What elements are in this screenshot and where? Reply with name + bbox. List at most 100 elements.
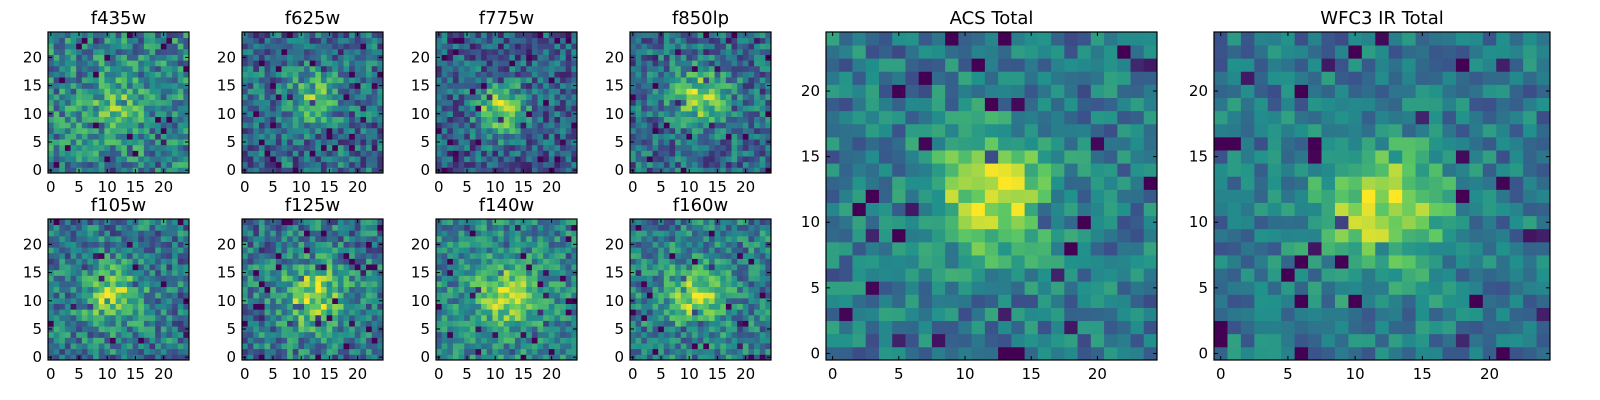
heatmap-cell [503, 77, 510, 84]
heatmap-cell [464, 230, 471, 237]
heatmap-cell [686, 281, 693, 288]
y-tick-label: 15 [411, 77, 430, 95]
heatmap-cell [371, 105, 378, 112]
heatmap-cell [81, 77, 88, 84]
heatmap-cell [326, 116, 333, 123]
heatmap-cell [177, 275, 184, 282]
heatmap-cell [531, 77, 538, 84]
heatmap-cell [115, 275, 122, 282]
heatmap-cell [110, 133, 117, 140]
heatmap-cell [742, 156, 749, 163]
heatmap-cell [93, 219, 100, 226]
heatmap-cell [360, 60, 367, 67]
heatmap-cell [138, 354, 145, 361]
heatmap-cell [264, 314, 271, 321]
heatmap-cell [247, 99, 254, 106]
heatmap-cell [149, 167, 156, 174]
heatmap-cell [543, 314, 550, 321]
heatmap-cell [560, 241, 567, 248]
heatmap-cell [304, 161, 311, 168]
heatmap-cell [503, 43, 510, 50]
heatmap-cell [475, 258, 482, 265]
heatmap-cell [48, 309, 55, 316]
heatmap-cell [464, 252, 471, 259]
heatmap-cell [441, 71, 448, 78]
heatmap-cell [663, 326, 670, 333]
heatmap-cell [725, 144, 732, 151]
heatmap-cell [537, 331, 544, 338]
heatmap-cell [635, 297, 642, 304]
heatmap-cell [503, 122, 510, 129]
heatmap-cell [436, 37, 443, 44]
heatmap-cell [315, 60, 322, 67]
heatmap-cell [452, 60, 459, 67]
heatmap-cell [371, 82, 378, 89]
y-tick-label: 0 [420, 161, 430, 179]
heatmap-cell [635, 54, 642, 61]
heatmap-cell [635, 94, 642, 101]
heatmap-cell [281, 309, 288, 316]
heatmap-cell [287, 65, 294, 72]
heatmap-cell [481, 219, 488, 226]
heatmap-cell [126, 309, 133, 316]
heatmap-cell [172, 133, 179, 140]
heatmap-cell [720, 116, 727, 123]
heatmap-cell [81, 82, 88, 89]
heatmap-cell [630, 65, 637, 72]
heatmap-cell [765, 156, 772, 163]
heatmap-cell [635, 43, 642, 50]
heatmap-cell [658, 150, 665, 157]
y-tick-label: 10 [23, 292, 42, 310]
heatmap-cell [354, 60, 361, 67]
heatmap-cell [509, 252, 516, 259]
heatmap-cell [447, 297, 454, 304]
heatmap-cell [725, 348, 732, 355]
heatmap-cell [509, 71, 516, 78]
heatmap-cell [48, 77, 55, 84]
heatmap-cell [343, 314, 350, 321]
heatmap-cell [737, 133, 744, 140]
heatmap-cell [360, 281, 367, 288]
heatmap-cell [526, 65, 533, 72]
heatmap-cell [349, 224, 356, 231]
heatmap-cell [275, 326, 282, 333]
heatmap-cell [475, 105, 482, 112]
heatmap-cell [731, 37, 738, 44]
heatmap-cell [475, 94, 482, 101]
heatmap-cell [149, 314, 156, 321]
heatmap-cell [669, 54, 676, 61]
heatmap-cell [298, 320, 305, 327]
heatmap-cell [458, 343, 465, 350]
heatmap-cell [354, 326, 361, 333]
heatmap-cell [554, 82, 561, 89]
heatmap-cell [366, 71, 373, 78]
heatmap-cell [703, 348, 710, 355]
heatmap-cell [475, 235, 482, 242]
heatmap-cell [680, 348, 687, 355]
heatmap-cell [258, 320, 265, 327]
heatmap-cell [548, 286, 555, 293]
heatmap-cell [326, 122, 333, 129]
heatmap-cell [560, 161, 567, 168]
heatmap-cell [326, 48, 333, 55]
heatmap-cell [172, 320, 179, 327]
heatmap-cell [669, 297, 676, 304]
heatmap-cell [292, 37, 299, 44]
heatmap-cell [360, 122, 367, 129]
heatmap-cell [172, 32, 179, 39]
heatmap-cell [183, 258, 190, 265]
heatmap-cell [452, 161, 459, 168]
heatmap-cell [571, 252, 578, 259]
heatmap-cell [486, 37, 493, 44]
heatmap-cell [309, 77, 316, 84]
heatmap-cell [748, 105, 755, 112]
heatmap-cell [287, 219, 294, 226]
heatmap-cell [537, 82, 544, 89]
heatmap-cell [731, 65, 738, 72]
heatmap-cell [143, 275, 150, 282]
heatmap-cell [742, 309, 749, 316]
heatmap-cell [132, 54, 139, 61]
heatmap-cell [343, 82, 350, 89]
heatmap-cell [560, 71, 567, 78]
heatmap-cell [87, 105, 94, 112]
